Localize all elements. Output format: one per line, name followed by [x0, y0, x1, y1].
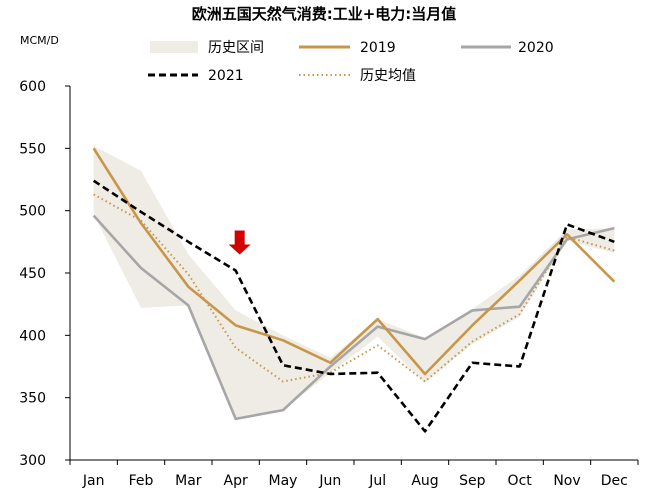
legend-label-2021: 2021	[208, 68, 244, 84]
x-tick-label-jun: Jun	[318, 473, 341, 489]
series-line-avg	[93, 193, 615, 383]
plot-area	[92, 145, 616, 433]
series-line-s2019	[92, 147, 616, 376]
x-tick-label-mar: Mar	[175, 473, 202, 489]
y-tick-label-350: 350	[19, 391, 46, 407]
series-line-s2021	[92, 179, 615, 433]
x-tick-label-feb: Feb	[129, 473, 154, 489]
legend: 历史区间 2019 2020 2021 历史均值	[148, 40, 554, 84]
x-tick-label-apr: Apr	[224, 473, 248, 489]
x-tick-label-aug: Aug	[411, 473, 438, 489]
x-tick-label-oct: Oct	[508, 473, 533, 489]
chart-title: 欧洲五国天然气消费:工业+电力:当月值	[192, 5, 457, 23]
y-tick-label-300: 300	[19, 453, 46, 469]
axes: 300 350 400 450 500 550 600 Jan Feb Mar Apr May Jun J…	[19, 79, 639, 489]
x-tick-label-may: May	[269, 473, 298, 489]
legend-label-avg: 历史均值	[360, 68, 416, 84]
y-tick-label-550: 550	[19, 141, 46, 157]
y-tick-label-600: 600	[19, 79, 46, 95]
y-tick-label-500: 500	[19, 204, 46, 220]
range-band	[93, 145, 615, 419]
down-arrow-annotation	[228, 230, 251, 255]
series-line-s2020	[92, 214, 615, 421]
legend-swatch-range	[150, 41, 198, 53]
legend-label-2020: 2020	[518, 40, 554, 56]
y-axis-label: MCM/D	[20, 34, 59, 47]
y-tick-label-400: 400	[19, 328, 46, 344]
x-tick-label-jan: Jan	[82, 473, 105, 489]
legend-label-2019: 2019	[360, 40, 396, 56]
x-tick-label-nov: Nov	[553, 473, 580, 489]
x-tick-label-sep: Sep	[459, 473, 486, 489]
x-tick-label-jul: Jul	[368, 473, 386, 489]
x-tick-label-dec: Dec	[601, 473, 628, 489]
y-tick-label-450: 450	[19, 266, 46, 282]
legend-label-range: 历史区间	[208, 40, 264, 56]
